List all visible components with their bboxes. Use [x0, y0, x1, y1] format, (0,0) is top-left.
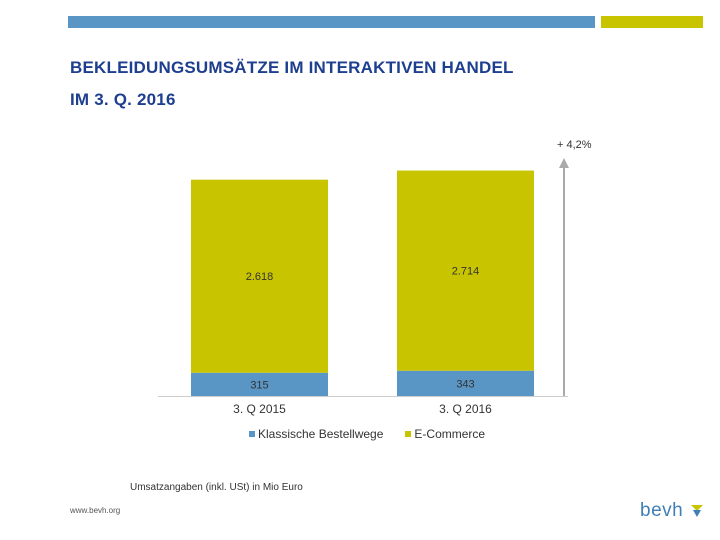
data-label-classic-2: 343: [456, 378, 474, 390]
growth-annotation: + 4,2%: [557, 139, 592, 151]
legend-swatch-ecommerce: [405, 431, 412, 437]
bar-classic-2: [397, 370, 534, 396]
footnote: Umsatzangaben (inkl. USt) in Mio Euro: [130, 482, 303, 493]
header-accent-olive: [601, 16, 703, 28]
legend-label-ecommerce: E-Commerce: [414, 427, 486, 441]
data-label-ecommerce-1: 2.618: [246, 271, 274, 283]
page-subtitle: IM 3. Q. 2016: [70, 90, 176, 109]
x-tick-label-2: 3. Q 2016: [439, 402, 492, 416]
bar-ecommerce-1: [191, 179, 328, 373]
x-tick-label-1: 3. Q 2015: [233, 402, 286, 416]
legend-label-classic: Klassische Bestellwege: [258, 427, 384, 441]
bevh-logo: bevh: [640, 500, 684, 521]
chart-legend: Klassische Bestellwege E-Commerce: [249, 427, 507, 441]
bar-ecommerce-2: [397, 170, 534, 371]
data-label-ecommerce-2: 2.714: [452, 266, 480, 278]
legend-swatch-classic: [249, 431, 255, 437]
growth-arrow-head-icon: [559, 158, 569, 168]
bevh-logo-mark-icon: [691, 505, 703, 517]
bar-classic-1: [191, 372, 328, 396]
data-label-classic-1: 315: [250, 379, 268, 391]
legend-item-classic: Klassische Bestellwege: [249, 427, 383, 441]
legend-item-ecommerce: E-Commerce: [405, 427, 485, 441]
website-link[interactable]: www.bevh.org: [70, 506, 121, 515]
page-title: BEKLEIDUNGSUMSÄTZE IM INTERAKTIVEN HANDE…: [70, 58, 514, 77]
header-accent-blue: [68, 16, 595, 28]
